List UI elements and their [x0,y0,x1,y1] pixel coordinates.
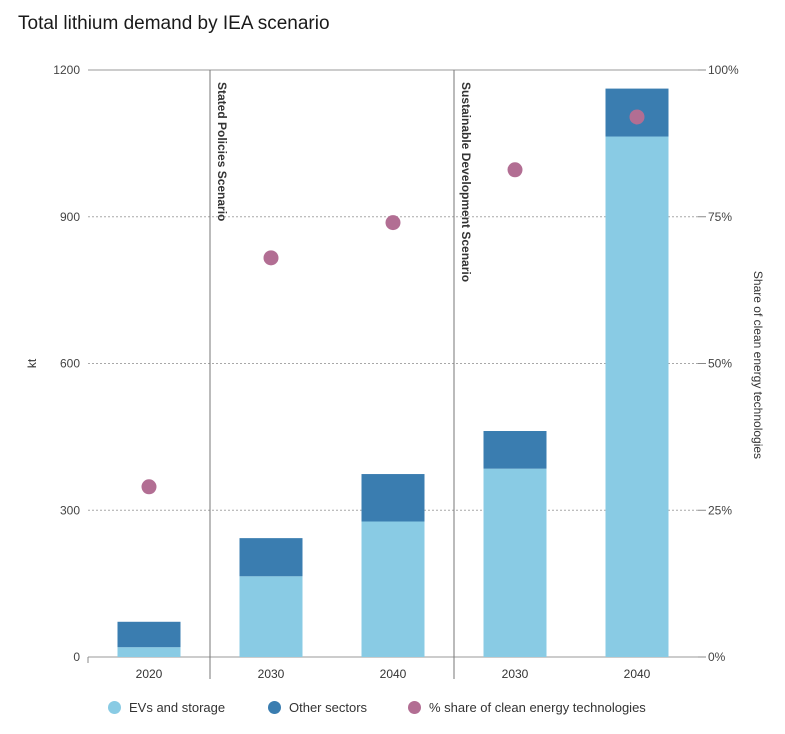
bar-other-sectors [117,621,181,648]
bar-other-sectors [361,474,425,522]
share-dot [263,250,279,266]
right-tick-label: 50% [708,357,732,371]
bar-other-sectors [239,538,303,577]
left-tick-label: 300 [60,503,80,517]
bar-evs-and-storage [361,521,425,657]
bar-evs-and-storage [239,576,303,657]
right-tick-label: 100% [708,63,739,77]
share-dots [141,109,645,495]
scenario-label: Sustainable Development Scenario [459,82,473,282]
scenario-label: Stated Policies Scenario [215,82,229,221]
axes: 0 0% 300 25% 600 50% 900 75% 1200 100% kt Share of … [25,63,765,681]
x-tick-label: 2030 [502,667,529,681]
legend-label: % share of clean energy technologies [429,700,646,715]
bar-other-sectors [483,431,547,469]
right-tick-label: 75% [708,210,732,224]
left-tick-label: 0 [73,650,80,664]
right-tick-label: 25% [708,503,732,517]
legend-swatch [268,701,281,714]
bar-evs-and-storage [605,136,669,657]
bars [117,88,669,657]
share-dot [629,109,645,125]
legend-swatch [108,701,121,714]
y-axis-label: kt [25,358,39,368]
x-tick-label: 2030 [258,667,285,681]
legend-swatch [408,701,421,714]
bar-evs-and-storage [117,647,181,657]
left-tick-label: 900 [60,210,80,224]
legend-item: Other sectors [268,700,367,715]
bar-evs-and-storage [483,468,547,657]
scenario-separators: Stated Policies Scenario Sustainable Deve… [209,70,473,679]
share-dot [385,215,401,231]
left-tick-label: 1200 [53,63,80,77]
x-tick-label: 2020 [136,667,163,681]
left-tick-label: 600 [60,357,80,371]
x-tick-label: 2040 [380,667,407,681]
legend-item: % share of clean energy technologies [408,700,646,715]
x-tick-label: 2040 [624,667,651,681]
legend-label: EVs and storage [129,700,226,715]
legend-item: EVs and storage [108,700,225,715]
share-dot [141,479,157,495]
share-dot [507,162,523,178]
legend-label: Other sectors [289,700,368,715]
y2-axis-label: Share of clean energy technologies [751,271,765,459]
chart-title: Total lithium demand by IEA scenario [18,13,330,34]
right-tick-label: 0% [708,650,726,664]
